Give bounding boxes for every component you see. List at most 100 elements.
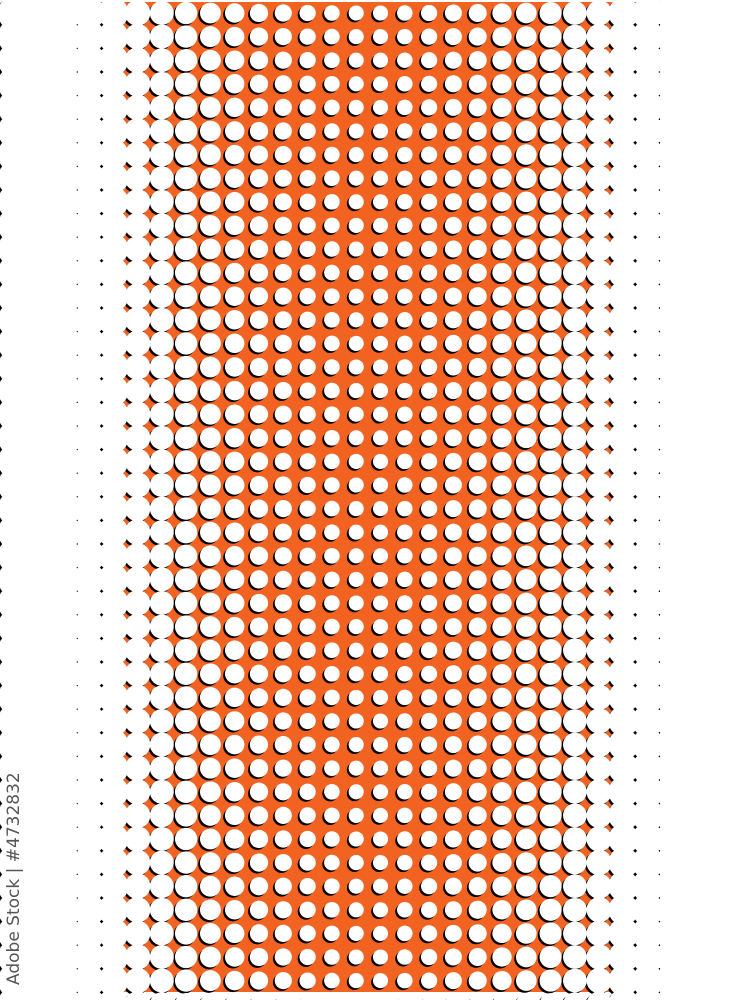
halftone-dot <box>444 854 462 872</box>
halftone-dot <box>372 642 389 658</box>
halftone-dot <box>397 170 413 186</box>
halftone-dot <box>299 358 316 376</box>
halftone-dot <box>444 4 462 22</box>
halftone-dot <box>397 406 413 422</box>
halftone-dot <box>563 992 586 1000</box>
halftone-dot <box>468 877 487 896</box>
halftone-dot <box>563 142 587 167</box>
halftone-dot <box>174 851 198 874</box>
halftone-dot <box>47 67 82 101</box>
halftone-dot <box>299 52 316 69</box>
halftone-dot <box>492 569 512 590</box>
halftone-dot <box>397 878 413 894</box>
halftone-dot <box>47 940 82 974</box>
halftone-dot <box>224 900 245 920</box>
halftone-dot <box>515 545 537 567</box>
halftone-dot <box>444 924 462 942</box>
halftone-dot <box>324 760 340 776</box>
halftone-dot <box>199 167 221 189</box>
halftone-dot <box>631 256 664 289</box>
halftone-dot <box>444 122 462 140</box>
halftone-dot <box>224 121 245 141</box>
halftone-dot <box>72 468 105 502</box>
halftone-dot <box>492 546 512 566</box>
halftone-dot <box>608 988 639 1000</box>
halftone-dot <box>47 893 82 927</box>
halftone-dot <box>174 72 198 95</box>
halftone-dot <box>72 775 105 808</box>
halftone-dot <box>515 144 537 165</box>
halftone-dot <box>274 264 292 282</box>
halftone-dot <box>72 846 105 879</box>
halftone-dot <box>224 970 245 991</box>
halftone-dot <box>274 240 292 258</box>
halftone-dot <box>539 426 562 449</box>
halftone-dot <box>149 591 174 615</box>
halftone-dot <box>324 595 340 611</box>
halftone-dot <box>608 729 639 760</box>
halftone-dot <box>124 495 151 522</box>
halftone-dot <box>372 925 389 941</box>
halftone-dot <box>199 970 221 992</box>
halftone-dot <box>72 20 105 53</box>
halftone-dot <box>563 543 587 568</box>
halftone-dot <box>249 287 269 306</box>
halftone-dot <box>655 397 689 431</box>
halftone-dot <box>372 430 389 446</box>
halftone-dot <box>608 351 639 383</box>
halftone-dot <box>174 426 198 449</box>
halftone-dot <box>632 988 664 1000</box>
halftone-dot <box>149 260 174 285</box>
halftone-dot <box>72 704 105 738</box>
halftone-dot <box>348 973 364 989</box>
halftone-dot <box>397 595 413 611</box>
halftone-dot <box>563 95 587 120</box>
halftone-dot <box>444 547 462 565</box>
halftone-dot <box>655 67 689 101</box>
halftone-dot <box>274 736 292 754</box>
halftone-dot <box>324 5 340 21</box>
halftone-dot <box>608 847 639 878</box>
halftone-dot <box>224 593 245 613</box>
halftone-dot <box>468 98 487 117</box>
halftone-dot <box>299 170 316 187</box>
halftone-dot <box>249 782 269 801</box>
halftone-dot <box>372 949 389 965</box>
halftone-dot <box>224 50 245 70</box>
halftone-dot <box>515 120 537 142</box>
halftone-dot <box>124 47 151 74</box>
halftone-dot <box>655 822 689 856</box>
halftone-dot <box>124 849 151 876</box>
halftone-dot <box>563 567 587 592</box>
halftone-dot <box>421 878 438 895</box>
halftone-dot <box>492 734 512 755</box>
halftone-dot <box>23 986 58 1000</box>
halftone-dot <box>539 780 562 803</box>
halftone-dot <box>421 382 438 399</box>
halftone-dot <box>397 831 413 847</box>
halftone-dot <box>563 921 587 946</box>
halftone-dot <box>492 428 512 448</box>
halftone-dot <box>655 326 689 361</box>
halftone-dot <box>468 523 487 542</box>
halftone-dot <box>539 851 562 874</box>
halftone-dot <box>348 430 364 446</box>
halftone-dot <box>224 333 245 354</box>
halftone-dot <box>372 99 389 115</box>
halftone-dot <box>397 713 413 729</box>
halftone-dot <box>372 359 389 375</box>
halftone-dot <box>324 99 340 116</box>
halftone-dot <box>468 169 487 188</box>
halftone-dot <box>224 74 245 94</box>
halftone-dot <box>492 333 512 354</box>
halftone-dot <box>224 522 245 542</box>
halftone-dot <box>515 215 537 236</box>
halftone-dot <box>372 619 389 635</box>
halftone-dot <box>324 618 340 635</box>
halftone-dot <box>515 191 537 213</box>
halftone-dot <box>586 802 612 829</box>
halftone-dot <box>468 145 487 164</box>
halftone-dot <box>586 661 612 687</box>
halftone-dot <box>249 428 269 447</box>
halftone-dot <box>563 307 587 332</box>
